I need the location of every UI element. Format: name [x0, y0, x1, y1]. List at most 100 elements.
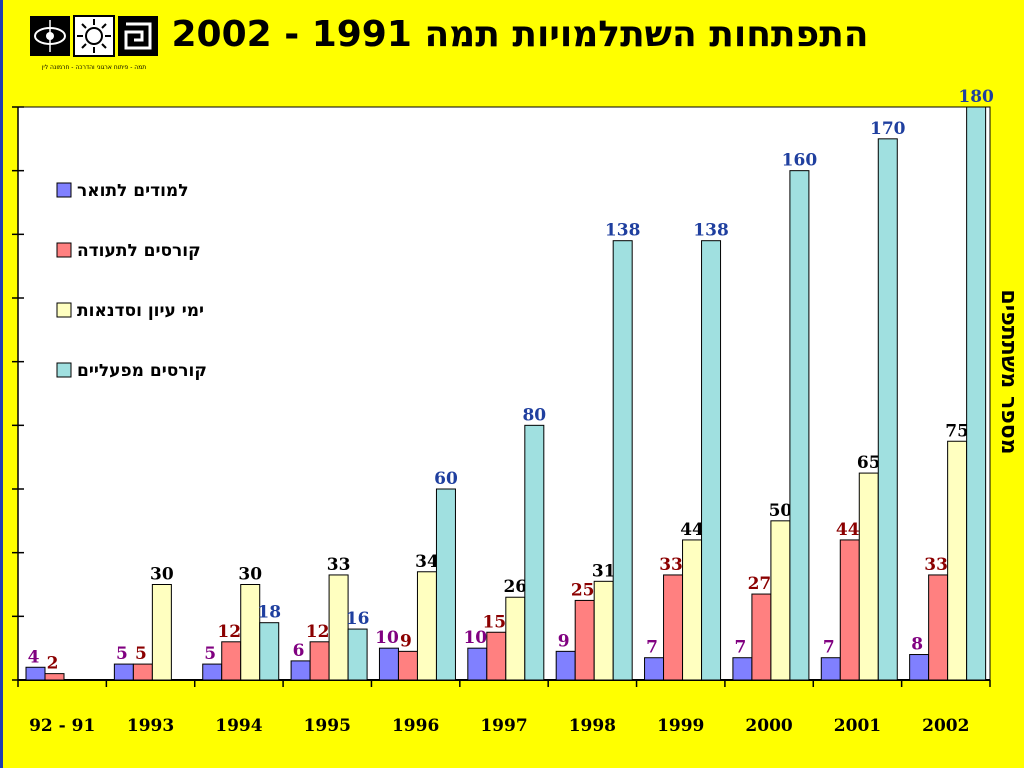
bar [486, 631, 507, 681]
x-tick-label: 2002 [922, 716, 969, 736]
bar [751, 593, 772, 681]
x-tick-label: 1996 [392, 716, 439, 736]
data-label: 8 [911, 635, 923, 655]
data-label: 44 [836, 520, 860, 540]
logo: תמה - פיתוח ארגוני והדרכה - חרמונה לין [28, 14, 160, 76]
data-label: 170 [870, 119, 906, 139]
bar [682, 539, 703, 681]
bar [701, 240, 722, 681]
data-label: 180 [958, 87, 994, 107]
data-label: 7 [734, 638, 746, 658]
bar [839, 539, 860, 681]
bar [309, 641, 330, 681]
data-label: 2 [47, 654, 59, 674]
data-label: 80 [522, 405, 546, 425]
data-label: 26 [503, 577, 527, 597]
bar [397, 650, 418, 681]
bar [435, 488, 456, 681]
data-label: 33 [659, 555, 683, 575]
bar [25, 666, 46, 681]
bar [44, 673, 65, 681]
bar [240, 584, 261, 681]
data-label: 9 [400, 631, 412, 651]
legend-swatch [56, 182, 72, 198]
data-label: 138 [693, 221, 729, 241]
left-edge-stripe [0, 0, 3, 768]
x-tick-label: 1995 [304, 716, 351, 736]
bar [663, 574, 684, 681]
bar [909, 654, 930, 681]
x-tick-label: 1993 [127, 716, 174, 736]
x-tick-label: 2001 [834, 716, 881, 736]
bar [202, 663, 223, 681]
data-label: 30 [150, 565, 174, 585]
legend-swatch [56, 362, 72, 378]
bar [113, 663, 134, 681]
bar [574, 599, 595, 681]
x-tick-label: 2000 [745, 716, 792, 736]
bar [644, 657, 665, 681]
data-label: 12 [306, 622, 330, 642]
data-label: 10 [463, 628, 487, 648]
data-label: 30 [238, 565, 262, 585]
bar [221, 641, 242, 681]
bar [877, 138, 898, 681]
logo-caption: תמה - פיתוח ארגוני והדרכה - חרמונה לין [41, 64, 147, 71]
data-label: 12 [217, 622, 241, 642]
bar [593, 580, 614, 681]
data-label: 31 [592, 561, 616, 581]
bar [770, 520, 791, 681]
bar [947, 440, 968, 681]
bar [820, 657, 841, 681]
bar [966, 106, 987, 681]
legend-swatch [56, 242, 72, 258]
data-label: 10 [375, 628, 399, 648]
logo-icon [30, 15, 158, 57]
x-tick-label: 1999 [657, 716, 704, 736]
bar [290, 660, 311, 681]
data-label: 7 [823, 638, 835, 658]
legend-swatch [56, 302, 72, 318]
data-label: 5 [204, 644, 216, 664]
data-label: 15 [482, 612, 506, 632]
data-label: 138 [605, 221, 641, 241]
bar [612, 240, 633, 681]
bar [467, 647, 488, 681]
bar [259, 622, 280, 681]
bar [524, 424, 545, 681]
data-label: 4 [28, 647, 40, 667]
data-label: 44 [680, 520, 704, 540]
data-label: 6 [293, 641, 305, 661]
data-label: 16 [346, 609, 370, 629]
data-label: 160 [782, 151, 818, 171]
data-label: 75 [945, 421, 969, 441]
bar [378, 647, 399, 681]
data-label: 5 [135, 644, 147, 664]
legend-label: למודים לתואר [77, 181, 189, 201]
bar [732, 657, 753, 681]
bar [928, 574, 949, 681]
data-label: 7 [646, 638, 658, 658]
bar [328, 574, 349, 681]
x-tick-label: 1997 [480, 716, 527, 736]
bar [132, 663, 153, 681]
plot-area [17, 106, 991, 681]
x-tick-label: 92 - 91 [29, 716, 95, 736]
data-label: 60 [434, 469, 458, 489]
data-label: 50 [769, 501, 793, 521]
legend-label: קורסים מפעליים [77, 361, 207, 381]
data-label: 34 [415, 552, 439, 572]
data-label: 27 [748, 574, 772, 594]
chart-title: התפתחות השתלמויות תמה 1991 - 2002 [171, 14, 869, 55]
data-label: 25 [571, 580, 595, 600]
data-label: 33 [924, 555, 948, 575]
data-label: 65 [857, 453, 881, 473]
legend-label: קורסים לתעודה [77, 241, 201, 261]
bar [151, 584, 172, 681]
x-tick-label: 1994 [215, 716, 262, 736]
bar [505, 596, 526, 681]
data-label: 18 [257, 603, 281, 623]
y-axis-label: מספר משתתפים [996, 289, 1021, 454]
bar [416, 571, 437, 681]
